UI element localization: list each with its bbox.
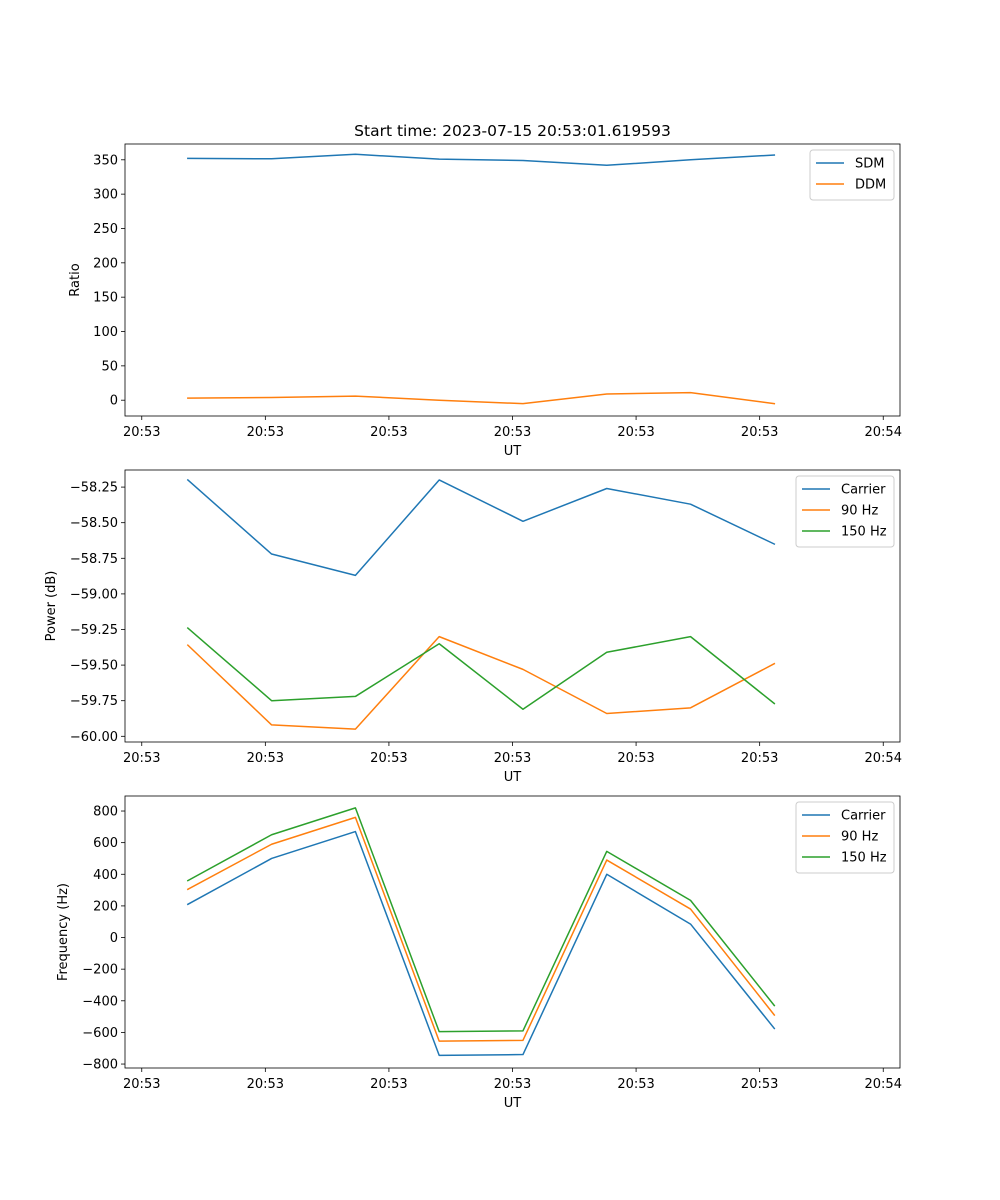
- series-line-sdm: [187, 153, 776, 167]
- y-tick-label: 800: [93, 805, 118, 820]
- y-tick-label: −58.25: [70, 481, 118, 496]
- x-tick-label: 20:53: [741, 751, 778, 766]
- legend-box: [795, 801, 895, 874]
- x-tick-label: 20:53: [247, 751, 284, 766]
- series-group: [187, 153, 776, 405]
- legend-label-150-hz: 150 Hz: [841, 525, 887, 540]
- legend-label-90-hz: 90 Hz: [841, 830, 878, 845]
- chart-title: Start time: 2023-07-15 20:53:01.619593: [354, 122, 671, 140]
- series-line-90-hz: [186, 635, 776, 730]
- y-tick-label: 0: [110, 931, 118, 946]
- series-group: [186, 478, 776, 730]
- legend-box: [795, 475, 895, 548]
- y-tick-label: −800: [82, 1058, 118, 1073]
- x-axis-label: UT: [504, 444, 522, 459]
- y-axis-label: Power (dB): [44, 571, 59, 642]
- y-tick-label: −400: [82, 994, 118, 1009]
- y-tick-label: −58.50: [70, 516, 118, 531]
- series-line-carrier: [186, 830, 776, 1057]
- legend-label-90-hz: 90 Hz: [841, 504, 878, 519]
- y-tick-label: 350: [93, 153, 118, 168]
- y-tick-label: 50: [101, 359, 118, 374]
- x-tick-label: 20:53: [123, 1077, 160, 1092]
- x-tick-label: 20:53: [741, 1077, 778, 1092]
- chart-1: 20:53 20:53 20:53 20:53 20:53 20:53 20:54 0 50 10…: [68, 122, 902, 459]
- y-tick-label: −59.00: [70, 587, 118, 602]
- legend-label-carrier: Carrier: [841, 809, 886, 824]
- legend: SDM DDM: [809, 149, 895, 201]
- y-tick-label: −200: [82, 963, 118, 978]
- series-line-carrier: [186, 478, 776, 577]
- y-tick-label: 100: [93, 325, 118, 340]
- y-tick-label: −60.00: [70, 730, 118, 745]
- x-tick-label: 20:53: [617, 751, 654, 766]
- x-tick-label: 20:53: [494, 1077, 531, 1092]
- x-tick-label: 20:53: [370, 1077, 407, 1092]
- y-axis-label: Frequency (Hz): [56, 883, 71, 981]
- x-tick-label: 20:53: [123, 751, 160, 766]
- chart-3: 20:53 20:53 20:53 20:53 20:53 20:53 20:54 −800 −…: [56, 795, 902, 1111]
- y-tick-label: −59.75: [70, 694, 118, 709]
- series-group: [186, 807, 776, 1057]
- x-tick-label: 20:53: [370, 425, 407, 440]
- y-tick-label: 150: [93, 291, 118, 306]
- y-tick-label: 0: [110, 394, 118, 409]
- x-tick-label: 20:54: [865, 751, 902, 766]
- legend: Carrier 90 Hz 150 Hz: [795, 801, 895, 874]
- x-tick-label: 20:53: [370, 751, 407, 766]
- series-line-ddm: [187, 391, 776, 405]
- y-tick-label: 300: [93, 188, 118, 203]
- x-axis-label: UT: [504, 770, 522, 785]
- y-tick-label: −600: [82, 1026, 118, 1041]
- y-tick-label: 200: [93, 899, 118, 914]
- y-axis-label: Ratio: [68, 263, 83, 296]
- y-tick-label: −59.25: [70, 623, 118, 638]
- legend: Carrier 90 Hz 150 Hz: [795, 475, 895, 548]
- chart-2: 20:53 20:53 20:53 20:53 20:53 20:53 20:54 −60.0…: [44, 469, 902, 785]
- legend-label-ddm: DDM: [855, 178, 886, 193]
- x-tick-label: 20:53: [617, 425, 654, 440]
- y-tick-label: −58.75: [70, 552, 118, 567]
- legend-label-sdm: SDM: [855, 157, 884, 172]
- y-tick-label: −59.50: [70, 659, 118, 674]
- series-line-150-hz: [186, 627, 776, 710]
- x-tick-label: 20:53: [247, 425, 284, 440]
- x-tick-label: 20:53: [123, 425, 160, 440]
- x-tick-label: 20:53: [617, 1077, 654, 1092]
- x-tick-label: 20:53: [494, 751, 531, 766]
- y-tick-label: 400: [93, 868, 118, 883]
- y-tick-label: 200: [93, 256, 118, 271]
- y-tick-label: 600: [93, 836, 118, 851]
- x-tick-label: 20:53: [741, 425, 778, 440]
- series-line-90-hz: [186, 816, 776, 1042]
- x-tick-label: 20:54: [865, 1077, 902, 1092]
- x-tick-label: 20:53: [494, 425, 531, 440]
- series-line-150-hz: [186, 807, 776, 1033]
- legend-label-carrier: Carrier: [841, 483, 886, 498]
- x-tick-label: 20:53: [247, 1077, 284, 1092]
- legend-label-150-hz: 150 Hz: [841, 851, 887, 866]
- x-axis-label: UT: [504, 1096, 522, 1111]
- x-tick-label: 20:54: [865, 425, 902, 440]
- charts: 20:53 20:53 20:53 20:53 20:53 20:53 20:54 0 50 10…: [44, 122, 902, 1111]
- y-tick-label: 250: [93, 222, 118, 237]
